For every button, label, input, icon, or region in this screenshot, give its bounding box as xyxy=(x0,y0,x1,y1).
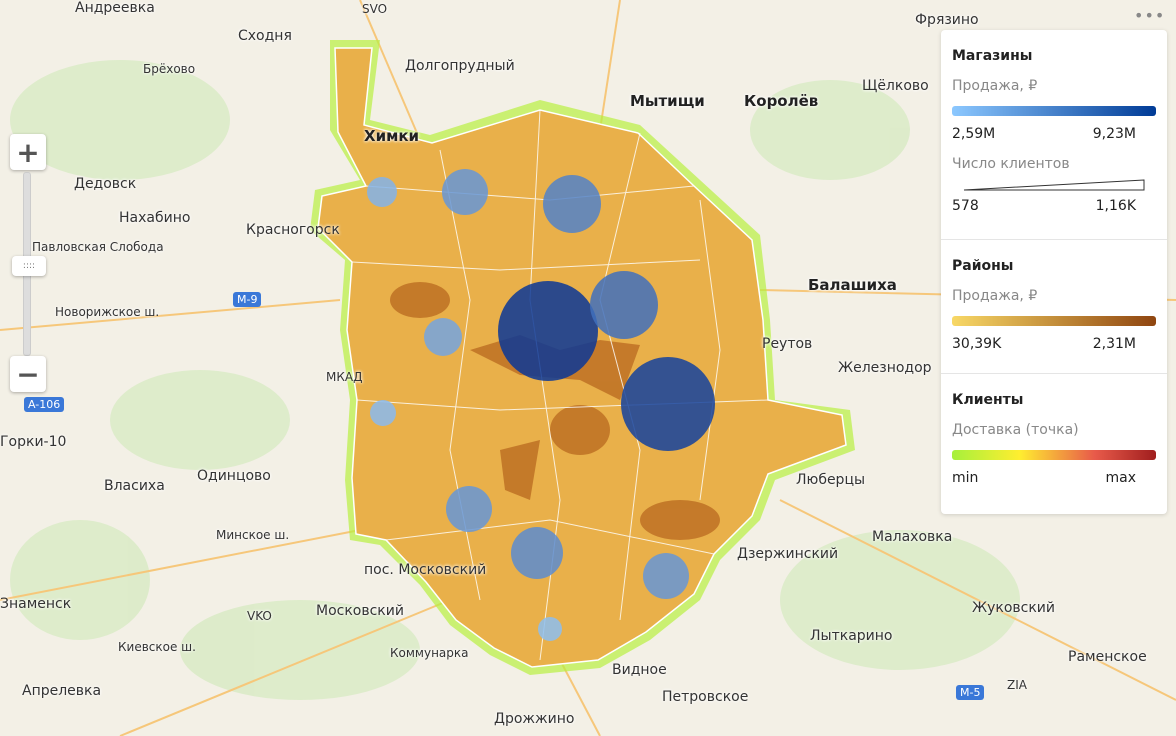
place-label: Дедовск xyxy=(74,176,137,192)
legend-districts: Районы Продажа, ₽ 30,39K 2,31M xyxy=(941,240,1167,374)
legend-max: 9,23M xyxy=(1092,126,1136,142)
legend-max: 2,31M xyxy=(1092,336,1136,352)
place-label: Королёв xyxy=(744,92,819,110)
legend-min: min xyxy=(952,470,979,486)
place-label: Новорижское ш. xyxy=(55,305,160,319)
place-label: Химки xyxy=(364,127,420,145)
size-scale-wedge xyxy=(963,179,1145,191)
place-label: Киевское ш. xyxy=(118,640,196,654)
place-label: Железнодор xyxy=(838,360,932,376)
shop-marker[interactable] xyxy=(621,357,715,451)
place-label: Минское ш. xyxy=(216,528,290,542)
road-badge: M-5 xyxy=(956,685,985,700)
legend-max: max xyxy=(1105,470,1136,486)
place-label: Реутов xyxy=(762,336,813,352)
place-label: ZIA xyxy=(1007,678,1027,692)
zoom-in-button[interactable]: + xyxy=(10,134,46,170)
legend-title: Районы xyxy=(952,258,1014,274)
place-label: Нахабино xyxy=(119,210,191,226)
shop-marker[interactable] xyxy=(370,400,396,426)
place-label: Раменское xyxy=(1068,649,1147,665)
place-label: Коммунарка xyxy=(390,646,469,660)
color-scale-bar xyxy=(952,316,1156,326)
shops-layer xyxy=(367,169,715,641)
place-label: Жуковский xyxy=(972,600,1055,616)
shop-marker[interactable] xyxy=(538,617,562,641)
place-label: Андреевка xyxy=(75,0,155,16)
place-label: Видное xyxy=(612,662,667,678)
zoom-slider-handle[interactable]: :::: xyxy=(12,256,46,276)
more-menu-icon[interactable]: ••• xyxy=(1134,6,1166,25)
place-label: Дрожжино xyxy=(494,711,575,727)
legend-panel: Магазины Продажа, ₽ 2,59M 9,23M Число кли… xyxy=(941,30,1167,514)
shop-marker[interactable] xyxy=(442,169,488,215)
color-scale-bar xyxy=(952,106,1156,116)
place-label: Знаменск xyxy=(0,596,72,612)
legend-metric: Продажа, ₽ xyxy=(952,288,1038,304)
legend-size-min: 578 xyxy=(952,198,979,214)
place-label: Одинцово xyxy=(197,468,271,484)
shop-marker[interactable] xyxy=(543,175,601,233)
place-label: Брёхово xyxy=(143,62,196,76)
shop-marker[interactable] xyxy=(590,271,658,339)
legend-shops: Магазины Продажа, ₽ 2,59M 9,23M Число кли… xyxy=(941,30,1167,240)
place-label: VKO xyxy=(247,609,272,623)
place-label: Лыткарино xyxy=(810,628,893,644)
place-label: Балашиха xyxy=(808,276,897,294)
place-label: Апрелевка xyxy=(22,683,102,699)
place-label: Красногорск xyxy=(246,222,340,238)
legend-size-label: Число клиентов xyxy=(952,156,1070,172)
legend-title: Магазины xyxy=(952,48,1033,64)
color-scale-bar xyxy=(952,450,1156,460)
place-label: Власиха xyxy=(104,478,165,494)
road-badge: M-9 xyxy=(233,292,262,307)
legend-min: 30,39K xyxy=(952,336,1002,352)
place-label: Малаховка xyxy=(872,529,953,545)
place-label: Горки-10 xyxy=(0,434,67,450)
place-label: МКАД xyxy=(326,370,363,384)
road-badge: A-106 xyxy=(24,397,65,412)
place-label: Люберцы xyxy=(796,472,866,488)
shop-marker[interactable] xyxy=(511,527,563,579)
shop-marker[interactable] xyxy=(424,318,462,356)
place-label: Петровское xyxy=(662,689,749,705)
legend-min: 2,59M xyxy=(952,126,996,142)
place-label: SVO xyxy=(362,2,388,16)
place-label: Долгопрудный xyxy=(405,58,515,74)
shop-marker[interactable] xyxy=(446,486,492,532)
place-label: Дзержинский xyxy=(737,546,839,562)
place-label: Щёлково xyxy=(862,78,929,94)
shop-marker[interactable] xyxy=(498,281,598,381)
legend-clients: Клиенты Доставка (точка) min max xyxy=(941,374,1167,584)
legend-metric: Доставка (точка) xyxy=(952,422,1079,438)
place-label: Фрязино xyxy=(915,12,979,28)
place-label: Мытищи xyxy=(630,92,705,110)
zoom-out-button[interactable]: − xyxy=(10,356,46,392)
legend-title: Клиенты xyxy=(952,392,1024,408)
legend-metric: Продажа, ₽ xyxy=(952,78,1038,94)
place-label: пос. Московский xyxy=(364,562,487,578)
shop-marker[interactable] xyxy=(367,177,397,207)
place-label: Павловская Слобода xyxy=(32,240,164,254)
place-label: Московский xyxy=(316,603,404,619)
legend-size-max: 1,16K xyxy=(1095,198,1136,214)
place-label: Сходня xyxy=(238,28,292,44)
shop-marker[interactable] xyxy=(643,553,689,599)
